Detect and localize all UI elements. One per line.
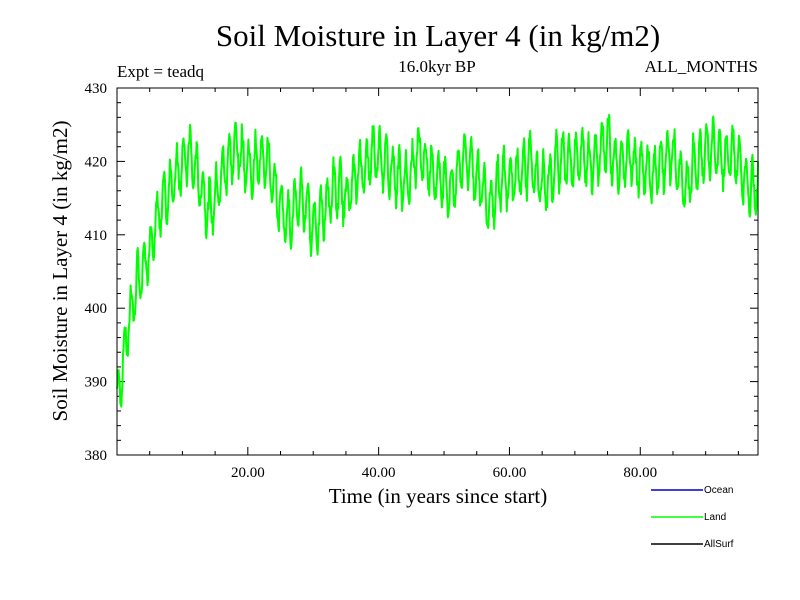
y-axis-label: Soil Moisture in Layer 4 (in kg/m2) xyxy=(48,121,72,422)
experiment-label: Expt = teadq xyxy=(117,62,205,81)
y-tick-label: 390 xyxy=(85,375,108,391)
legend: Ocean Land AllSurf xyxy=(651,485,734,550)
x-axis-label: Time (in years since start) xyxy=(329,484,548,508)
period-label: 16.0kyr BP xyxy=(398,57,475,76)
x-tick-label: 60.00 xyxy=(493,465,527,481)
y-tick-label: 380 xyxy=(85,448,108,464)
land-series-line xyxy=(116,113,759,408)
y-tick-label: 400 xyxy=(85,301,108,317)
plot-frame xyxy=(116,87,759,456)
x-tick-label: 40.00 xyxy=(362,465,396,481)
y-tick-label: 410 xyxy=(85,228,108,244)
months-label: ALL_MONTHS xyxy=(645,57,758,76)
legend-label-land: Land xyxy=(704,512,726,523)
y-tick-label: 420 xyxy=(85,154,108,170)
legend-label-allsurf: AllSurf xyxy=(704,539,734,550)
x-tick-label: 80.00 xyxy=(623,465,657,481)
plot-area: 380 390 400 410 420 430 20.00 40.00 60.00 80.00 xyxy=(85,81,759,481)
legend-label-ocean: Ocean xyxy=(704,485,733,496)
x-tick-label: 20.00 xyxy=(231,465,265,481)
y-tick-label: 430 xyxy=(85,81,108,97)
chart-title: Soil Moisture in Layer 4 (in kg/m2) xyxy=(216,18,660,53)
